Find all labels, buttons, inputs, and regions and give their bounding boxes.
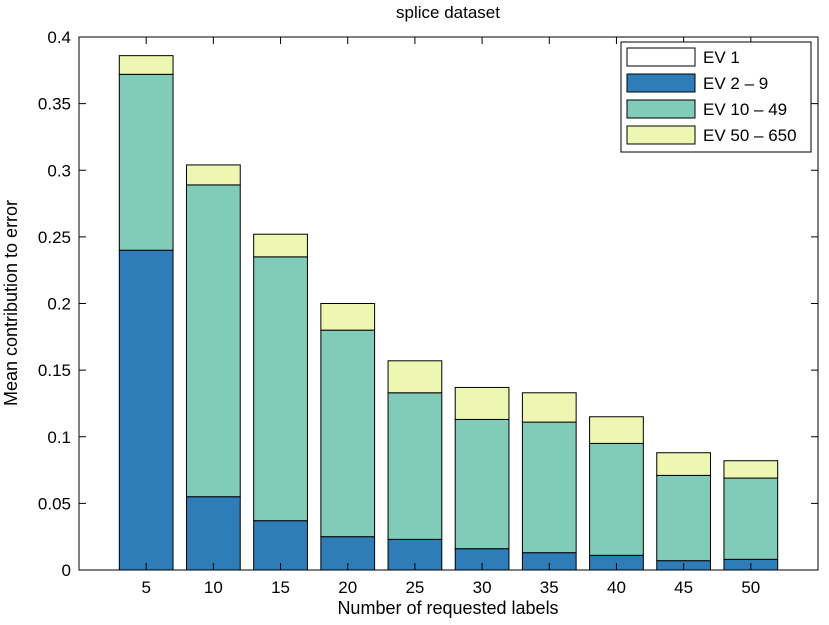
x-tick-label: 5 (141, 578, 150, 597)
x-tick-label: 25 (405, 578, 424, 597)
bar-segment-4-10 (185, 164, 241, 186)
chart-title: splice dataset (396, 3, 500, 22)
legend-entry-label: EV 50 – 650 (703, 126, 797, 145)
y-tick-label: 0 (62, 561, 71, 580)
y-tick-label: 0.05 (38, 494, 71, 513)
bar-segment-3-10 (185, 184, 241, 498)
bar-segment-4-45 (656, 452, 712, 476)
bar-segment-4-30 (454, 386, 510, 420)
legend-entry-label: EV 1 (703, 48, 740, 67)
x-tick-label: 30 (473, 578, 492, 597)
x-tick-label: 10 (204, 578, 223, 597)
bar-segment-4-35 (521, 392, 577, 423)
legend: EV 1 EV 2 – 9 EV 10 – 49 EV 50 – 650 (620, 41, 812, 153)
bar-segment-3-20 (320, 329, 376, 538)
legend-entry-label: EV 2 – 9 (703, 74, 768, 93)
y-tick-label: 0.15 (38, 361, 71, 380)
bar-segment-3-50 (723, 477, 779, 560)
bars-group (118, 55, 779, 571)
bar-segment-3-15 (253, 256, 308, 522)
x-tick-label: 45 (674, 578, 693, 597)
x-tick-label: 40 (607, 578, 626, 597)
bar-segment-4-40 (589, 416, 644, 444)
bar-segment-2-15 (253, 520, 308, 571)
bar-segment-4-50 (723, 460, 779, 479)
bar-segment-4-25 (387, 360, 443, 394)
bar-segment-3-25 (387, 392, 443, 540)
bar-segment-4-5 (118, 55, 174, 75)
legend-swatch (626, 99, 696, 119)
legend-swatch (626, 73, 696, 93)
bar-segment-3-40 (589, 442, 644, 556)
x-tick-label: 35 (540, 578, 559, 597)
y-tick-label: 0.35 (38, 95, 71, 114)
bar-segment-3-35 (521, 421, 577, 554)
bar-segment-4-15 (253, 233, 308, 258)
x-tick-label: 50 (741, 578, 760, 597)
y-tick-label: 0.4 (47, 28, 71, 47)
legend-swatch (626, 125, 696, 145)
bar-segment-4-20 (320, 303, 376, 331)
y-tick-label: 0.25 (38, 228, 71, 247)
x-axis: 5 10 15 20 25 30 35 40 45 50 (141, 37, 760, 597)
y-tick-label: 0.1 (47, 428, 71, 447)
bar-segment-3-30 (454, 418, 510, 550)
x-axis-label: Number of requested labels (337, 598, 558, 618)
bar-segment-3-5 (118, 73, 174, 251)
bar-segment-2-10 (185, 496, 241, 571)
y-tick-label: 0.3 (47, 161, 71, 180)
x-tick-label: 15 (271, 578, 290, 597)
x-tick-label: 20 (338, 578, 357, 597)
bar-segment-3-45 (656, 474, 712, 562)
y-axis-label: Mean contribution to error (1, 200, 21, 406)
bar-segment-2-5 (118, 249, 174, 571)
legend-entry-label: EV 10 – 49 (703, 100, 787, 119)
y-tick-label: 0.2 (47, 295, 71, 314)
y-axis: 0 0.05 0.1 0.15 0.2 0.25 0.3 0.35 0.4 (38, 28, 818, 580)
legend-swatch (626, 47, 696, 67)
